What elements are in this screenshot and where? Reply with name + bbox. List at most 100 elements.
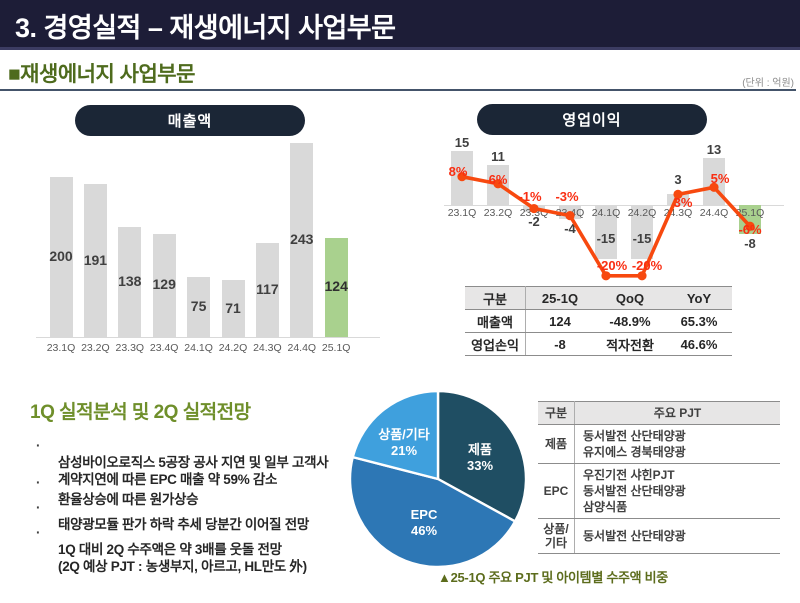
op-bar-label: 15 [454,135,470,150]
pie-slice-pct: 33% [466,458,494,473]
revenue-bar [49,177,73,337]
op-bar [667,194,689,205]
op-income-yoy: 46.6% [666,332,732,356]
op-bar-label: -8 [744,235,756,251]
op-margin-label: 3% [673,195,693,211]
revenue-bar-label: 200 [49,248,73,264]
pjt-table: 구분 주요 PJT 제품 동서발전 산단태양광 유지에스 경북태양광 EPC 우… [538,401,780,554]
revenue-bar [187,277,211,337]
op-margin-label: -1% [518,188,542,204]
analysis-heading: 1Q 실적분석 및 2Q 실적전망 [30,402,251,423]
op-x-tick: 23.2Q [483,207,513,219]
summary-header-gubun: 구분 [465,286,526,310]
revenue-bar-label: 138 [118,272,142,289]
op-x-tick: 24.4Q [699,207,729,219]
pie-slice [351,389,440,481]
pjt-goods-list: 동서발전 산단태양광 [574,518,780,554]
pjt-header-gubun: 구분 [538,401,575,425]
pjt-table-header-row: 구분 주요 PJT [538,401,780,425]
op-bar [631,205,653,259]
pie-slice-label: EPC 46% [374,507,474,539]
op-bar-label: 11 [491,149,505,165]
pie-slice-label: 상품/기타 21% [354,427,454,459]
revenue-yoy: 65.3% [666,309,732,333]
summary-table-header-row: 구분 25-1Q QoQ YoY [465,286,732,310]
op-margin-line [457,172,755,281]
pjt-item: 동서발전 산단태양광 [583,529,686,543]
revenue-bar [290,142,314,337]
revenue-bar-label: 117 [256,281,279,298]
revenue-x-tick: 23.4Q [149,342,179,354]
pjt-row-epc: EPC 우진기전 샤힌PJT 동서발전 산단태양광 삼양식품 [538,463,780,519]
op-income-25-1q: -8 [525,332,594,356]
op-bar-label: -15 [632,231,652,246]
revenue-x-tick: 23.1Q [46,342,76,354]
revenue-bar-label: 191 [83,251,108,268]
pie-slice-name: 상품/기타 [378,427,430,442]
revenue-x-tick: 25.1Q [321,342,351,354]
revenue-bar-label: 75 [190,298,207,314]
revenue-x-tick: 24.3Q [253,342,282,354]
operating-profit-chart: 영업이익 1523.1Q1123.2Q-223.3Q-423.4Q-1524.1… [430,100,800,290]
revenue-x-tick: 24.2Q [218,342,248,354]
pjt-goods-label: 상품/기타 [538,518,575,554]
revenue-bar [152,233,176,337]
revenue-chart-title: 매출액 [75,105,305,136]
summary-row-operating-income: 영업손익 -8 적자전환 46.6% [465,332,732,356]
revenue-x-tick: 24.4Q [287,342,317,354]
summary-row-revenue: 매출액 124 -48.9% 65.3% [465,309,732,333]
revenue-qoq: -48.9% [594,309,666,333]
pie-slice [348,455,517,569]
op-bar [739,205,761,234]
revenue-x-axis [36,337,380,338]
summary-header-25-1q: 25-1Q [525,286,594,310]
op-income-row-label: 영업손익 [465,332,526,356]
revenue-25-1q: 124 [525,309,594,333]
op-x-tick: 24.2Q [627,207,657,219]
op-bar-label: 13 [706,142,722,158]
pjt-header-main-pjt: 주요 PJT [574,401,780,425]
section-divider [0,89,796,91]
pjt-item: 삼양식품 [583,500,628,514]
pjt-item: 동서발전 산단태양광 [583,429,686,443]
pie-slice-label: 제품 33% [430,442,530,474]
op-x-tick: 24.1Q [591,207,621,219]
pie-caption: ▲25-1Q 주요 PJT 및 아이템별 수주액 비중 [438,570,668,585]
op-margin-label: -20% [596,257,628,273]
revenue-bar-label: 71 [225,299,241,316]
unit-note: (단위 : 억원) [742,78,794,89]
pie-slice-name: 제품 [468,442,492,457]
page-title: 3. 경영실적 – 재생에너지 사업부문 [15,13,396,43]
op-margin-label: -6% [738,222,762,238]
section-title: ■재생에너지 사업부문 [8,63,195,86]
pjt-products-label: 제품 [538,424,575,464]
pie-slice [436,389,528,523]
revenue-bar [221,280,245,337]
pie-svg [348,389,528,569]
op-bar [595,205,617,259]
revenue-x-tick: 24.1Q [184,342,213,354]
summary-header-yoy: YoY [666,286,732,310]
revenue-bar-label: 243 [290,230,314,247]
pjt-epc-label: EPC [538,463,575,519]
pjt-row-products: 제품 동서발전 산단태양광 유지에스 경북태양광 [538,424,780,464]
op-margin-label: 6% [488,171,508,187]
analysis-bullet-4-text: 1Q 대비 2Q 수주액은 약 3배를 웃돌 전망 (2Q 예상 PJT : 농… [58,542,307,574]
revenue-row-label: 매출액 [465,309,526,333]
summary-header-qoq: QoQ [594,286,666,310]
revenue-bar-label: 129 [152,276,176,293]
pie-slice-name: EPC [410,507,438,522]
pjt-epc-list: 우진기전 샤힌PJT 동서발전 산단태양광 삼양식품 [574,463,780,519]
op-margin-label: -3% [555,188,579,204]
order-mix-pie-chart: 제품 33% EPC 46% 상품/기타 21% [346,387,530,571]
operating-profit-chart-title: 영업이익 [477,104,707,135]
pjt-item: 우진기전 샤힌PJT [583,468,675,482]
pjt-row-goods-etc: 상품/기타 동서발전 산단태양광 [538,518,780,554]
title-bar: 3. 경영실적 – 재생에너지 사업부문 [0,0,800,50]
op-bar-label: -2 [528,214,540,230]
pie-slice-pct: 46% [410,523,438,538]
revenue-chart: 매출액 200 23.1Q 191 23.2Q 138 23.3Q 129 23.4Q 75 24… [20,100,405,355]
op-margin-label: 5% [710,171,730,187]
revenue-x-tick: 23.2Q [81,342,110,354]
